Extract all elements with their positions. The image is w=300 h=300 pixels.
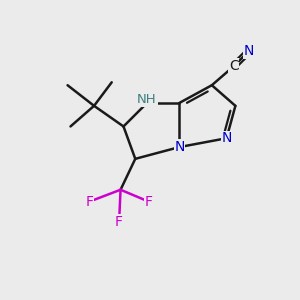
Text: N: N [221,131,232,145]
Text: F: F [145,194,152,208]
Text: N: N [244,44,254,58]
Text: NH: NH [137,93,157,106]
Text: F: F [115,215,123,229]
Text: C: C [229,59,239,73]
Text: N: N [174,140,184,154]
Text: F: F [85,194,94,208]
